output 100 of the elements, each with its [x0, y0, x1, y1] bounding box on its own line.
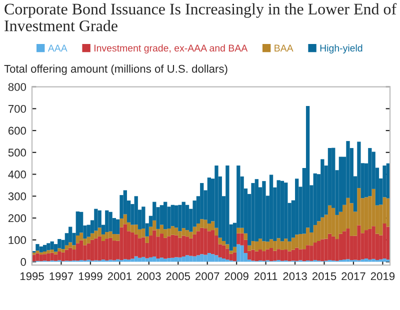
- bar: [192, 234, 196, 256]
- bar: [178, 204, 182, 232]
- bar: [316, 221, 321, 241]
- bar: [182, 236, 186, 257]
- bar: [138, 238, 142, 258]
- bar: [105, 232, 109, 239]
- bar: [170, 258, 174, 262]
- bar: [116, 259, 120, 262]
- bar: [328, 234, 332, 260]
- bar: [306, 245, 310, 260]
- x-tick-label: 2009: [224, 272, 248, 280]
- bar: [207, 223, 211, 232]
- bar: [280, 180, 284, 242]
- bar: [204, 254, 208, 262]
- bar: [284, 250, 288, 260]
- bar: [108, 212, 112, 232]
- bar: [170, 226, 174, 235]
- bar: [372, 226, 376, 259]
- bar: [288, 251, 292, 262]
- bar: [120, 227, 124, 260]
- bar: [185, 204, 190, 230]
- bar: [164, 202, 168, 230]
- bar: [145, 258, 149, 262]
- bar: [90, 233, 94, 240]
- bar: [174, 235, 178, 258]
- bar: [123, 224, 127, 260]
- bar: [148, 257, 153, 262]
- bar: [364, 230, 368, 258]
- bar: [346, 228, 350, 260]
- bar: [222, 258, 226, 262]
- bar: [207, 253, 211, 262]
- x-tick-label: 2001: [108, 272, 132, 280]
- bar: [36, 244, 40, 251]
- y-tick-label: 300: [8, 192, 26, 200]
- bar: [76, 243, 80, 261]
- bar: [218, 257, 222, 262]
- bar: [368, 228, 372, 260]
- bar: [116, 234, 120, 241]
- bar: [170, 234, 174, 258]
- bar: [68, 226, 72, 242]
- bar: [189, 238, 193, 256]
- bar: [232, 246, 237, 252]
- bar: [50, 241, 54, 250]
- bar: [36, 253, 40, 261]
- x-tick-label: 2015: [312, 272, 336, 280]
- y-tick-label: 800: [8, 83, 26, 91]
- bar: [36, 250, 40, 254]
- bar: [254, 251, 258, 262]
- bar: [174, 205, 178, 228]
- bar: [332, 208, 336, 236]
- bar: [182, 202, 186, 228]
- bar: [284, 238, 288, 250]
- bar: [94, 230, 98, 238]
- bar: [76, 236, 80, 244]
- bar: [72, 245, 76, 250]
- bar: [185, 255, 190, 262]
- bar: [174, 257, 178, 262]
- bar: [42, 251, 47, 254]
- bar: [200, 183, 204, 220]
- chart-title: Corporate Bond Issuance Is Increasingly in the Lower End of Investment Grade: [4, 3, 397, 32]
- legend-label: AAA: [48, 44, 68, 52]
- bar: [123, 259, 127, 262]
- bar: [39, 254, 43, 262]
- bar: [262, 181, 266, 242]
- x-tick-label: 1997: [50, 272, 74, 280]
- bar: [138, 258, 142, 262]
- bar: [229, 250, 233, 254]
- bar: [332, 236, 336, 260]
- bar: [204, 228, 208, 255]
- bar: [130, 232, 134, 259]
- bar: [79, 240, 84, 260]
- bar: [236, 244, 240, 262]
- bar: [200, 228, 204, 254]
- bar: [134, 224, 138, 234]
- bar: [160, 258, 164, 262]
- bar: [360, 259, 364, 262]
- bar: [266, 242, 270, 250]
- bar: [313, 225, 317, 243]
- bar: [178, 238, 182, 258]
- legend-label: BAA: [274, 44, 294, 52]
- bar: [178, 231, 182, 238]
- bar: [276, 249, 280, 260]
- x-tick-label: 2017: [342, 272, 366, 280]
- bar: [42, 244, 47, 252]
- bar: [214, 255, 218, 262]
- y-tick-label: 200: [8, 214, 26, 222]
- bar: [218, 238, 222, 244]
- bar: [86, 236, 90, 244]
- bar: [382, 258, 386, 262]
- bar: [58, 239, 62, 248]
- bar: [160, 205, 164, 225]
- bar: [269, 239, 274, 248]
- bar: [192, 226, 196, 234]
- bar: [196, 231, 200, 256]
- bar: [200, 254, 204, 262]
- bar: [258, 250, 262, 260]
- bar: [152, 230, 156, 257]
- bar: [108, 238, 112, 260]
- bar: [211, 254, 215, 262]
- bar: [248, 245, 252, 251]
